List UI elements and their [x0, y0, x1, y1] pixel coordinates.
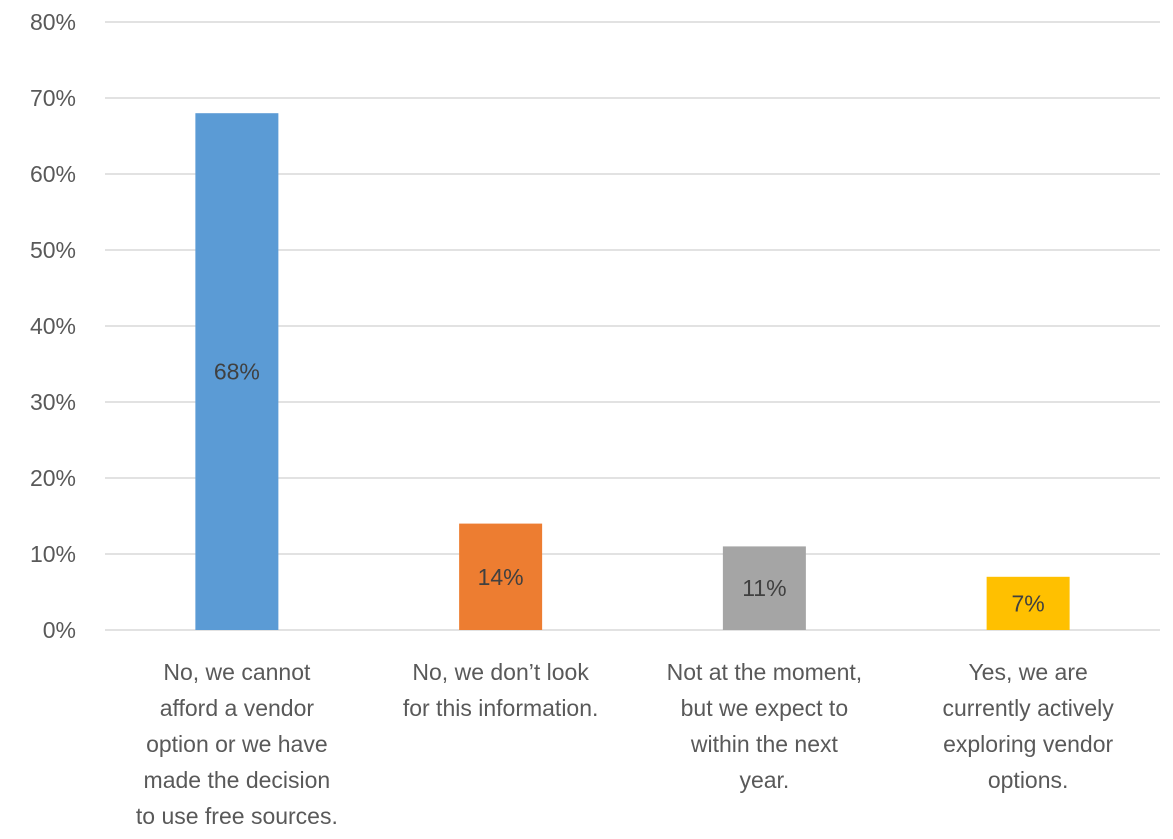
y-tick-label: 10%: [30, 541, 76, 567]
y-tick-label: 20%: [30, 465, 76, 491]
y-tick-label: 50%: [30, 237, 76, 263]
x-category-label-line: Not at the moment,: [667, 659, 863, 685]
y-tick-label: 40%: [30, 313, 76, 339]
x-category-label-line: No, we cannot: [163, 659, 311, 685]
x-category-label-line: year.: [739, 767, 789, 793]
x-category-label: No, we cannot afford a vendor option or we…: [136, 659, 338, 829]
x-category-label-line: exploring vendor: [943, 731, 1113, 757]
x-category-label-line: currently actively: [942, 695, 1114, 721]
x-category-label-line: afford a vendor: [160, 695, 315, 721]
data-label: 68%: [214, 359, 260, 385]
y-tick-label: 0%: [43, 617, 76, 643]
y-tick-label: 60%: [30, 161, 76, 187]
y-tick-label: 30%: [30, 389, 76, 415]
x-axis-category-labels: No, we cannot afford a vendor option or we…: [136, 659, 1114, 829]
x-category-label: Not at the moment, but we expect to within…: [667, 659, 863, 793]
x-category-label-line: No, we don’t look: [412, 659, 589, 685]
bar: [986, 576, 1070, 630]
y-axis-tick-labels: 0% 10% 20% 30% 40% 50% 60% 70% 80%: [30, 9, 76, 643]
bar: [459, 523, 543, 630]
x-category-label-line: to use free sources.: [136, 803, 338, 829]
x-category-label: No, we don’t look for this information.: [403, 659, 599, 721]
data-label: 11%: [742, 575, 786, 601]
y-tick-label: 80%: [30, 9, 76, 35]
x-category-label-line: within the next: [690, 731, 839, 757]
bar: [195, 113, 279, 630]
x-category-label-line: made the decision: [144, 767, 331, 793]
gridlines: [105, 21, 1160, 631]
bar: [722, 546, 806, 630]
x-category-label-line: option or we have: [146, 731, 328, 757]
x-category-label-line: but we expect to: [681, 695, 849, 721]
data-label: 7%: [1012, 590, 1045, 616]
data-labels: 68% 14% 11% 7%: [214, 359, 1045, 617]
data-label: 14%: [478, 564, 524, 590]
x-category-label-line: for this information.: [403, 695, 599, 721]
y-tick-label: 70%: [30, 85, 76, 111]
x-category-label-line: options.: [988, 767, 1069, 793]
x-category-label: Yes, we are currently actively exploring v…: [942, 659, 1114, 793]
x-category-label-line: Yes, we are: [968, 659, 1087, 685]
bars: [195, 113, 1070, 630]
